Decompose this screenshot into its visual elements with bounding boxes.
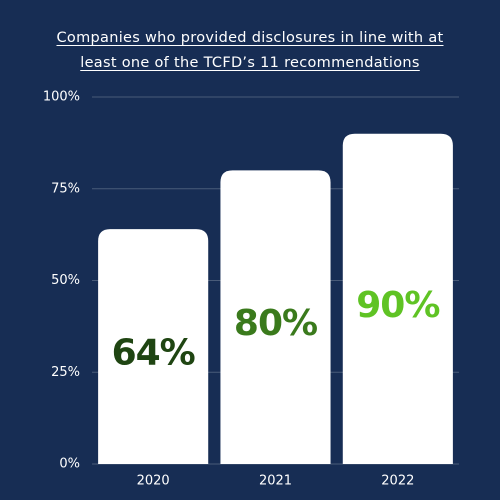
bar [342,133,453,464]
x-tick-label: 2021 [259,474,292,489]
y-tick-label: 100% [43,90,80,105]
value-label: 64% [112,333,195,374]
value-label: 80% [234,303,317,344]
bar [220,170,331,464]
y-tick-label: 75% [51,181,80,196]
chart-title: Companies who provided disclosures in li… [56,30,444,71]
x-tick-label: 2020 [137,474,170,489]
y-tick-label: 0% [59,457,80,472]
bar [98,229,209,464]
y-tick-label: 50% [51,273,80,288]
value-label: 90% [356,285,439,326]
x-tick-label: 2022 [381,474,414,489]
y-tick-label: 25% [51,365,80,380]
